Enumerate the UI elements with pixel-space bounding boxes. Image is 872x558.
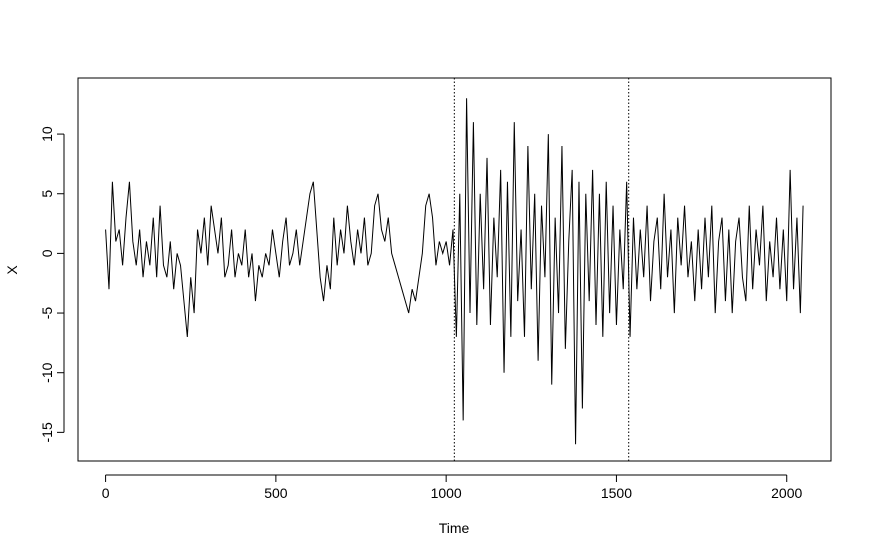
y-tick-label: -10 (39, 362, 55, 382)
y-tick-label: 10 (39, 126, 55, 142)
x-tick-label: 0 (102, 485, 110, 501)
series-line (105, 98, 804, 445)
y-tick-label: -5 (39, 307, 55, 320)
x-tick-label: 1500 (601, 485, 632, 501)
x-tick-label: 2000 (771, 485, 802, 501)
y-axis-title: X (4, 265, 20, 275)
x-tick-label: 1000 (431, 485, 462, 501)
y-tick-label: -15 (39, 422, 55, 442)
x-tick-label: 500 (264, 485, 288, 501)
x-axis-title: Time (439, 520, 470, 536)
y-tick-label: 0 (39, 249, 55, 257)
y-tick-label: 5 (39, 190, 55, 198)
